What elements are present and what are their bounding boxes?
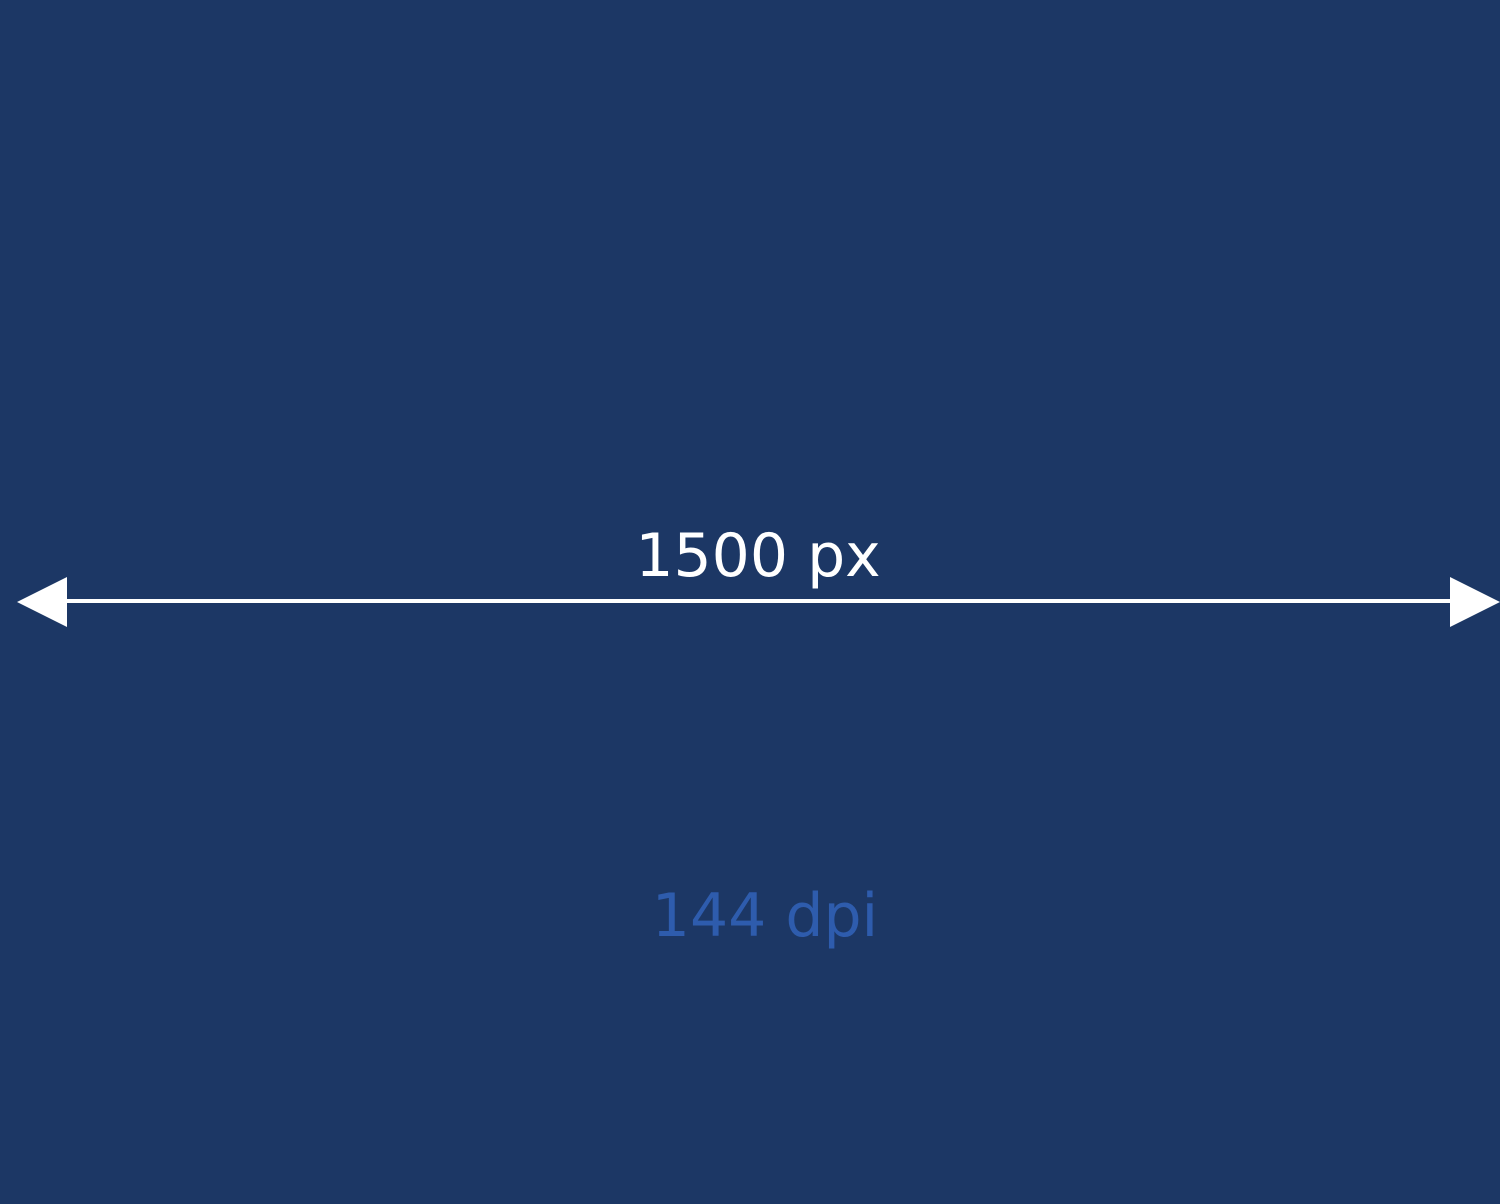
- right-arrowhead-icon: [1450, 577, 1500, 627]
- width-label: 1500 px: [635, 521, 881, 591]
- dpi-label: 144 dpi: [651, 881, 879, 951]
- left-arrowhead-icon: [17, 577, 67, 627]
- double-arrow-icon: [17, 577, 1500, 627]
